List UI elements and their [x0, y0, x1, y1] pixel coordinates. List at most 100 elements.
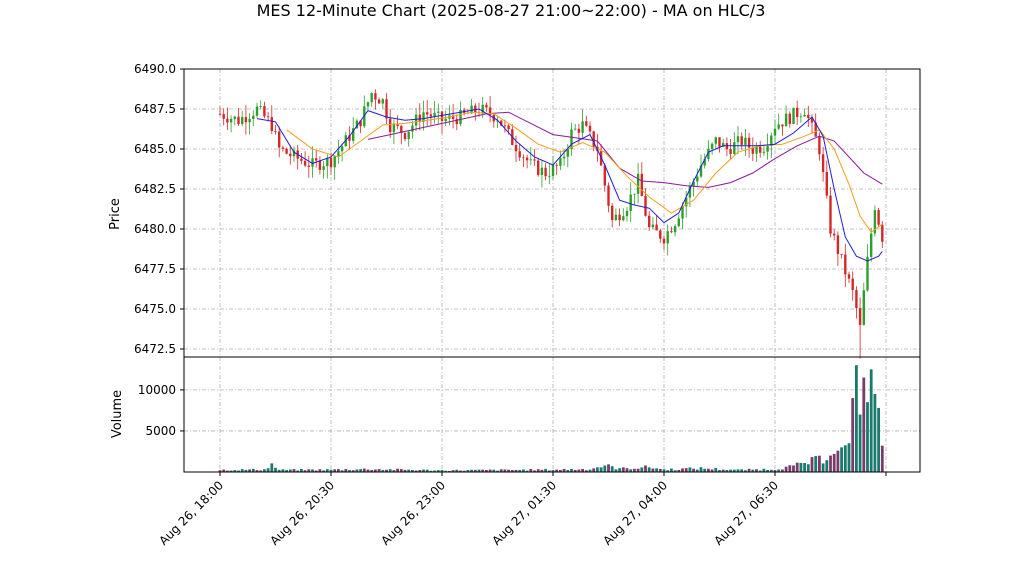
volume-bar: [433, 470, 436, 472]
volume-bar: [710, 469, 714, 472]
volume-bar: [492, 469, 496, 472]
volume-bar: [510, 470, 514, 472]
candle-body: [574, 128, 577, 130]
volume-bar: [858, 414, 862, 472]
candle-body: [773, 128, 777, 136]
candle-body: [685, 197, 688, 207]
candle-body: [241, 117, 244, 125]
candle-body: [381, 99, 384, 104]
candle-body: [440, 111, 444, 122]
candle-body: [851, 278, 854, 291]
candle-body: [625, 210, 629, 217]
volume-bar: [688, 467, 692, 472]
candle-body: [611, 205, 614, 221]
candle-body: [500, 120, 503, 126]
volume-bar: [514, 469, 518, 472]
candle-body: [537, 160, 540, 175]
volume-bar: [762, 468, 766, 472]
candle-body: [847, 274, 851, 279]
candle-body: [762, 151, 766, 153]
candle-body: [459, 109, 462, 125]
candle-body: [333, 156, 336, 168]
candle-body: [396, 123, 399, 126]
candle-body: [455, 119, 458, 125]
candle-body: [740, 136, 743, 145]
volume-bar: [840, 447, 843, 472]
volume-bar: [359, 469, 362, 472]
candle-body: [525, 157, 529, 161]
volume-bar: [344, 469, 348, 472]
candle-body: [444, 118, 447, 122]
candle-body: [844, 254, 847, 275]
candle-body: [315, 158, 318, 161]
candle-body: [670, 231, 673, 233]
volume-bar: [599, 467, 603, 472]
volume-bar: [559, 470, 562, 472]
candle-body: [329, 157, 333, 168]
candle-body: [781, 124, 784, 127]
volume-bar: [877, 407, 880, 472]
volume-bar: [311, 469, 314, 472]
volume-bar: [799, 462, 803, 472]
volume-tick-label: 10000: [138, 383, 176, 397]
volume-bar: [818, 455, 821, 472]
candle-body: [337, 151, 340, 157]
volume-bar: [851, 398, 855, 472]
volume-bar: [644, 465, 647, 472]
volume-bar: [355, 469, 359, 472]
volume-bar: [814, 456, 818, 472]
volume-bar: [411, 469, 414, 472]
candle-body: [522, 157, 525, 159]
volume-bar: [836, 450, 840, 472]
volume-bar: [562, 468, 566, 472]
volume-bar: [374, 469, 377, 472]
volume-bar: [448, 470, 451, 472]
volume-bar: [318, 469, 322, 472]
candle-body: [488, 107, 492, 115]
candle-body: [770, 135, 773, 147]
volume-bar: [570, 469, 573, 472]
volume-bar: [806, 464, 810, 472]
candle-body: [292, 150, 296, 157]
price-tick-label: 6477.5: [134, 262, 176, 276]
volume-bar: [636, 468, 640, 472]
candle-body: [588, 125, 592, 132]
volume-bar: [821, 463, 825, 472]
volume-bar: [455, 469, 459, 472]
volume-bar: [729, 469, 732, 472]
price-y-ticks: 6490.0 6487.5 6485.0 6482.5 6480.0 6477.5 6475…: [134, 62, 184, 356]
volume-bar: [288, 469, 292, 472]
price-tick-label: 6482.5: [134, 182, 176, 196]
candle-body: [274, 131, 277, 132]
candle-body: [303, 160, 307, 166]
candle-body: [485, 104, 488, 108]
candle-body: [814, 122, 817, 137]
candle-body: [718, 137, 721, 147]
volume-bar: [855, 365, 858, 472]
candle-body: [807, 114, 810, 119]
candle-body: [636, 173, 640, 194]
volume-bar: [607, 464, 610, 472]
volume-bar: [684, 468, 688, 472]
price-tick-label: 6475.0: [134, 302, 176, 316]
volume-bar: [251, 468, 255, 472]
candle-body: [614, 214, 618, 221]
candle-body: [366, 102, 370, 107]
candle-body: [222, 113, 225, 119]
volume-bar: [692, 468, 695, 472]
volume-bar: [784, 466, 788, 472]
candle-body: [307, 165, 310, 167]
candle-body: [699, 165, 703, 177]
volume-bar: [766, 469, 769, 472]
volume-bar: [810, 457, 814, 472]
candle-body: [503, 125, 507, 127]
candle-body: [429, 114, 433, 117]
volume-bar: [377, 469, 381, 472]
candle-body: [688, 186, 692, 198]
candle-body: [514, 144, 518, 152]
volume-bar: [399, 469, 403, 472]
volume-bar: [721, 469, 725, 472]
candle-body: [629, 194, 632, 211]
x-tick-label: Aug 26, 20:30: [267, 478, 337, 548]
volume-bar: [625, 468, 629, 472]
